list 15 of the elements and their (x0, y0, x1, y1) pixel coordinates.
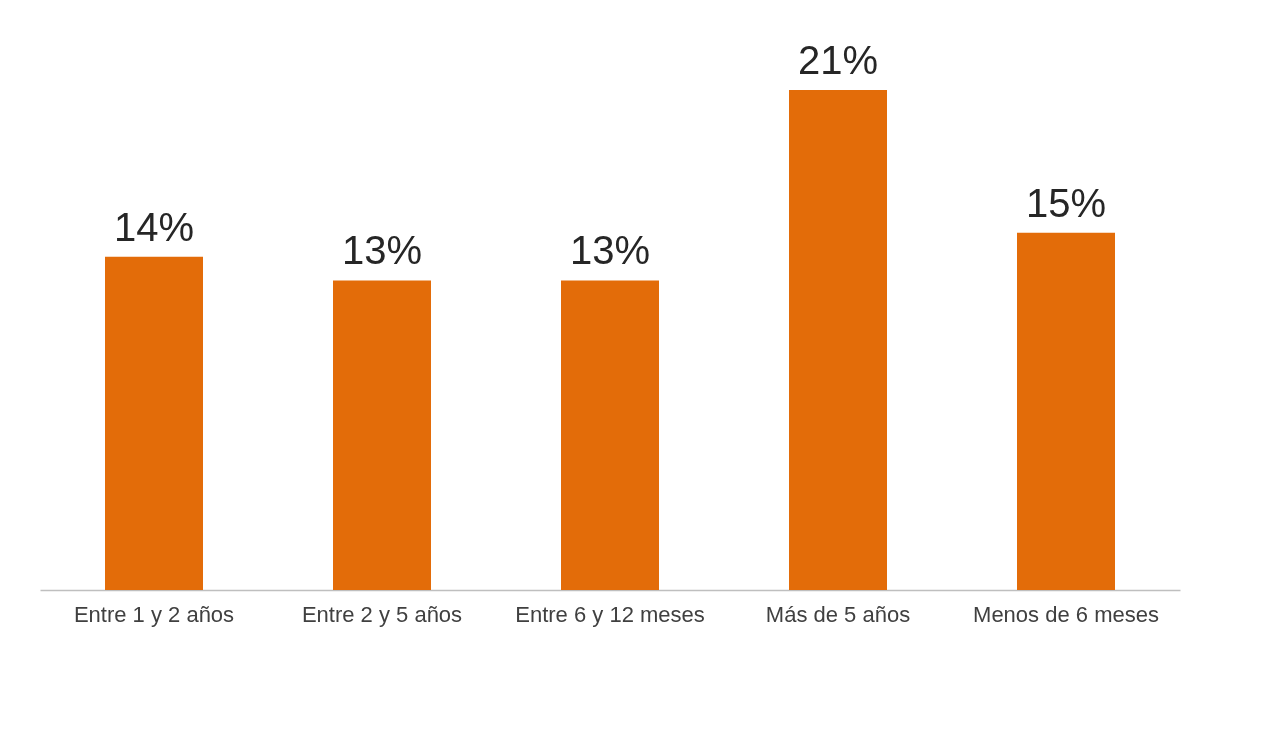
data-label: 13% (341, 228, 423, 273)
x-tick-label: Entre 6 y 12 meses (515, 601, 705, 627)
x-tick-label: Menos de 6 meses (973, 601, 1159, 627)
bar (105, 256, 203, 590)
data-label: 15% (1025, 180, 1107, 225)
data-label: 14% (113, 204, 195, 249)
x-tick-label: Entre 1 y 2 años (73, 601, 235, 627)
bar (333, 280, 431, 590)
x-tick-label: Entre 2 y 5 años (301, 601, 463, 627)
data-label: 13% (569, 228, 651, 273)
bar (1017, 232, 1115, 590)
x-tick-label: Más de 5 años (765, 601, 911, 627)
data-label: 21% (797, 38, 879, 82)
bar (789, 90, 887, 590)
bar (561, 280, 659, 590)
